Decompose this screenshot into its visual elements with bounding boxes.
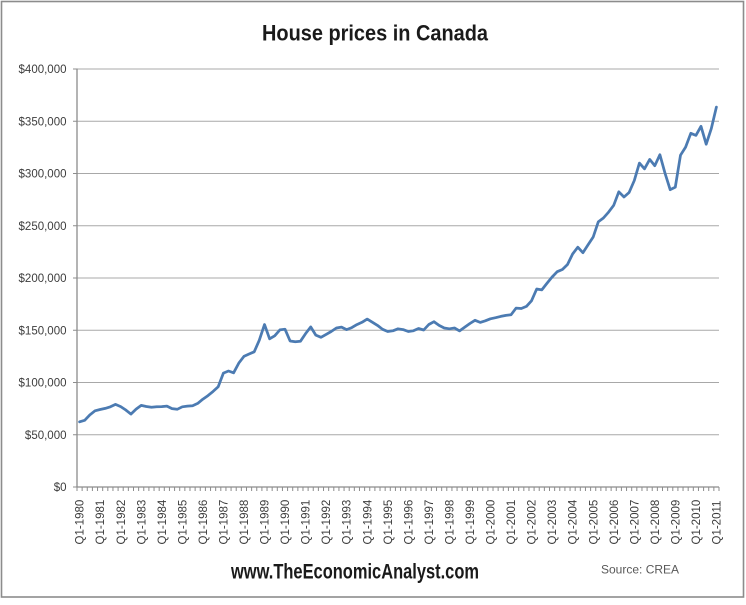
svg-text:Q1-1999: Q1-1999 — [465, 500, 477, 545]
svg-text:Q1-2009: Q1-2009 — [670, 500, 682, 545]
svg-text:Q1-1997: Q1-1997 — [424, 500, 436, 545]
svg-text:Q1-2000: Q1-2000 — [486, 500, 498, 545]
svg-text:Q1-1993: Q1-1993 — [342, 500, 354, 545]
svg-text:Q1-2005: Q1-2005 — [588, 500, 600, 545]
svg-text:Q1-1989: Q1-1989 — [260, 500, 272, 545]
svg-text:Q1-2010: Q1-2010 — [691, 500, 703, 545]
svg-text:Q1-1987: Q1-1987 — [219, 500, 231, 545]
svg-text:Q1-1996: Q1-1996 — [403, 500, 415, 545]
svg-text:Q1-1983: Q1-1983 — [136, 500, 148, 545]
svg-text:Q1-2001: Q1-2001 — [506, 500, 518, 545]
svg-text:Q1-2008: Q1-2008 — [650, 500, 662, 545]
svg-text:Q1-1986: Q1-1986 — [198, 500, 210, 545]
svg-text:Q1-2006: Q1-2006 — [609, 500, 621, 545]
svg-text:$200,000: $200,000 — [19, 273, 67, 285]
svg-text:Source: CREA: Source: CREA — [601, 563, 679, 577]
svg-text:Q1-1990: Q1-1990 — [280, 500, 292, 545]
svg-text:Q1-2011: Q1-2011 — [712, 501, 724, 545]
svg-text:$50,000: $50,000 — [25, 430, 67, 442]
svg-text:Q1-1998: Q1-1998 — [445, 500, 457, 545]
svg-text:Q1-1992: Q1-1992 — [321, 500, 333, 545]
svg-text:www.TheEconomicAnalyst.com: www.TheEconomicAnalyst.com — [230, 561, 479, 584]
svg-text:Q1-1981: Q1-1981 — [95, 500, 107, 545]
svg-text:Q1-1994: Q1-1994 — [362, 499, 374, 544]
svg-text:$350,000: $350,000 — [19, 116, 67, 128]
svg-text:Q1-2003: Q1-2003 — [547, 500, 559, 545]
svg-text:$300,000: $300,000 — [19, 169, 67, 181]
svg-text:Q1-1988: Q1-1988 — [239, 500, 251, 545]
svg-text:Q1-1984: Q1-1984 — [157, 499, 169, 544]
svg-text:$100,000: $100,000 — [19, 378, 67, 390]
svg-text:Q1-1991: Q1-1991 — [301, 500, 313, 545]
svg-text:$150,000: $150,000 — [19, 325, 67, 337]
svg-text:Q1-1995: Q1-1995 — [383, 500, 395, 545]
svg-text:Q1-2004: Q1-2004 — [568, 499, 580, 544]
svg-text:$0: $0 — [54, 482, 67, 494]
svg-text:Q1-2002: Q1-2002 — [527, 500, 539, 545]
svg-text:Q1-1985: Q1-1985 — [177, 500, 189, 545]
svg-text:Q1-1982: Q1-1982 — [116, 500, 128, 545]
svg-text:Q1-2007: Q1-2007 — [629, 500, 641, 545]
svg-text:$250,000: $250,000 — [19, 221, 67, 233]
svg-text:$400,000: $400,000 — [19, 64, 67, 76]
svg-text:Q1-1980: Q1-1980 — [75, 500, 87, 545]
svg-text:House prices in Canada: House prices in Canada — [262, 20, 489, 45]
